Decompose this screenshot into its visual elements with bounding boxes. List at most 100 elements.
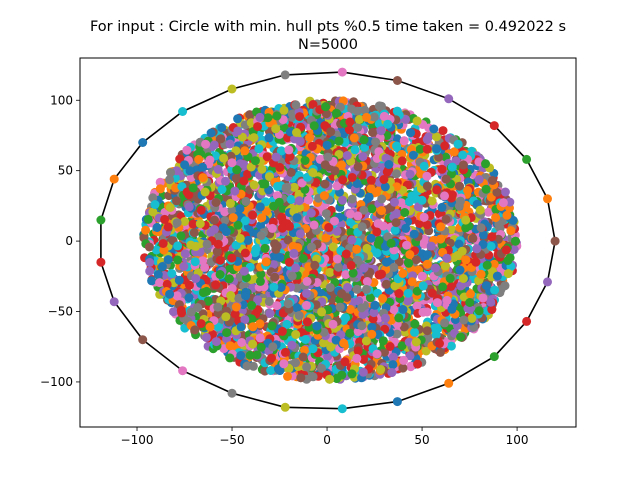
scatter-point — [404, 258, 414, 268]
scatter-point — [362, 112, 372, 122]
scatter-point — [255, 276, 265, 286]
scatter-point — [230, 309, 240, 319]
scatter-point — [354, 115, 364, 124]
scatter-point — [257, 213, 267, 223]
scatter-point — [352, 106, 362, 116]
scatter-point — [465, 298, 475, 307]
scatter-point — [347, 194, 357, 204]
scatter-point — [289, 182, 299, 192]
scatter-point — [386, 238, 396, 248]
scatter-point — [353, 255, 362, 265]
scatter-point — [476, 269, 486, 279]
scatter-point — [319, 327, 329, 337]
scatter-point — [225, 341, 235, 351]
scatter-point — [407, 191, 417, 201]
scatter-point — [345, 328, 355, 338]
scatter-point — [157, 262, 167, 271]
scatter-point — [194, 155, 204, 164]
scatter-point — [159, 245, 169, 255]
scatter-point — [145, 258, 155, 267]
scatter-point — [500, 281, 510, 291]
scatter-point — [453, 139, 463, 149]
scatter-point — [385, 342, 395, 351]
scatter-point — [226, 198, 235, 208]
scatter-point — [240, 248, 250, 258]
scatter-point — [152, 245, 161, 255]
scatter-point — [211, 337, 221, 347]
scatter-point — [295, 229, 305, 239]
scatter-point — [482, 260, 492, 270]
scatter-point — [152, 223, 162, 232]
scatter-point — [345, 125, 355, 135]
scatter-point — [234, 293, 244, 303]
scatter-point — [240, 315, 250, 325]
scatter-point — [200, 187, 210, 197]
scatter-point — [379, 111, 389, 121]
scatter-point — [160, 214, 170, 224]
scatter-point — [213, 322, 223, 332]
scatter-point — [143, 214, 153, 224]
scatter-point — [145, 266, 155, 276]
scatter-point — [370, 300, 380, 310]
scatter-point — [411, 337, 421, 347]
scatter-point — [239, 266, 249, 276]
scatter-point — [287, 340, 297, 350]
scatter-point — [328, 319, 338, 329]
scatter-point — [335, 302, 345, 312]
scatter-point — [343, 282, 352, 292]
scatter-point — [301, 335, 310, 344]
scatter-point — [466, 289, 475, 299]
scatter-point — [378, 294, 388, 303]
scatter-point — [346, 260, 356, 270]
scatter-point — [422, 259, 432, 269]
scatter-point — [308, 100, 318, 109]
scatter-point — [442, 295, 452, 305]
scatter-point — [213, 239, 223, 249]
scatter-point — [502, 210, 512, 220]
scatter-point — [345, 117, 355, 127]
scatter-point — [165, 175, 175, 185]
scatter-point — [297, 178, 307, 188]
scatter-point — [262, 152, 272, 162]
scatter-point — [332, 181, 342, 191]
scatter-point — [285, 221, 294, 231]
scatter-point — [361, 284, 371, 294]
scatter-point — [285, 152, 295, 161]
scatter-point — [396, 198, 406, 208]
scatter-point — [180, 160, 190, 170]
scatter-point — [283, 235, 293, 245]
scatter-point — [374, 101, 384, 111]
scatter-point — [417, 195, 427, 205]
scatter-point — [408, 150, 418, 160]
scatter-point — [231, 302, 241, 312]
scatter-point — [281, 183, 291, 193]
scatter-point — [219, 153, 229, 163]
scatter-point — [379, 175, 389, 184]
scatter-point — [292, 213, 302, 223]
scatter-point — [227, 158, 237, 168]
scatter-point — [359, 354, 369, 364]
scatter-point — [418, 281, 428, 291]
scatter-point — [411, 255, 421, 265]
scatter-point — [388, 360, 398, 370]
scatter-point — [362, 243, 372, 253]
scatter-point — [226, 291, 236, 300]
scatter-point — [298, 352, 308, 362]
scatter-point — [265, 172, 274, 182]
scatter-point — [233, 220, 243, 230]
scatter-point — [235, 272, 245, 282]
scatter-point — [296, 373, 306, 383]
scatter-point — [213, 164, 223, 174]
scatter-point — [429, 124, 439, 134]
scatter-point — [286, 167, 296, 177]
scatter-point — [271, 244, 281, 254]
scatter-point — [233, 126, 243, 136]
scatter-point — [459, 315, 469, 325]
scatter-point — [185, 280, 194, 290]
scatter-point — [251, 244, 261, 254]
scatter-point — [222, 334, 232, 344]
scatter-point — [292, 303, 302, 313]
scatter-point — [388, 352, 398, 362]
scatter-point — [332, 226, 342, 236]
